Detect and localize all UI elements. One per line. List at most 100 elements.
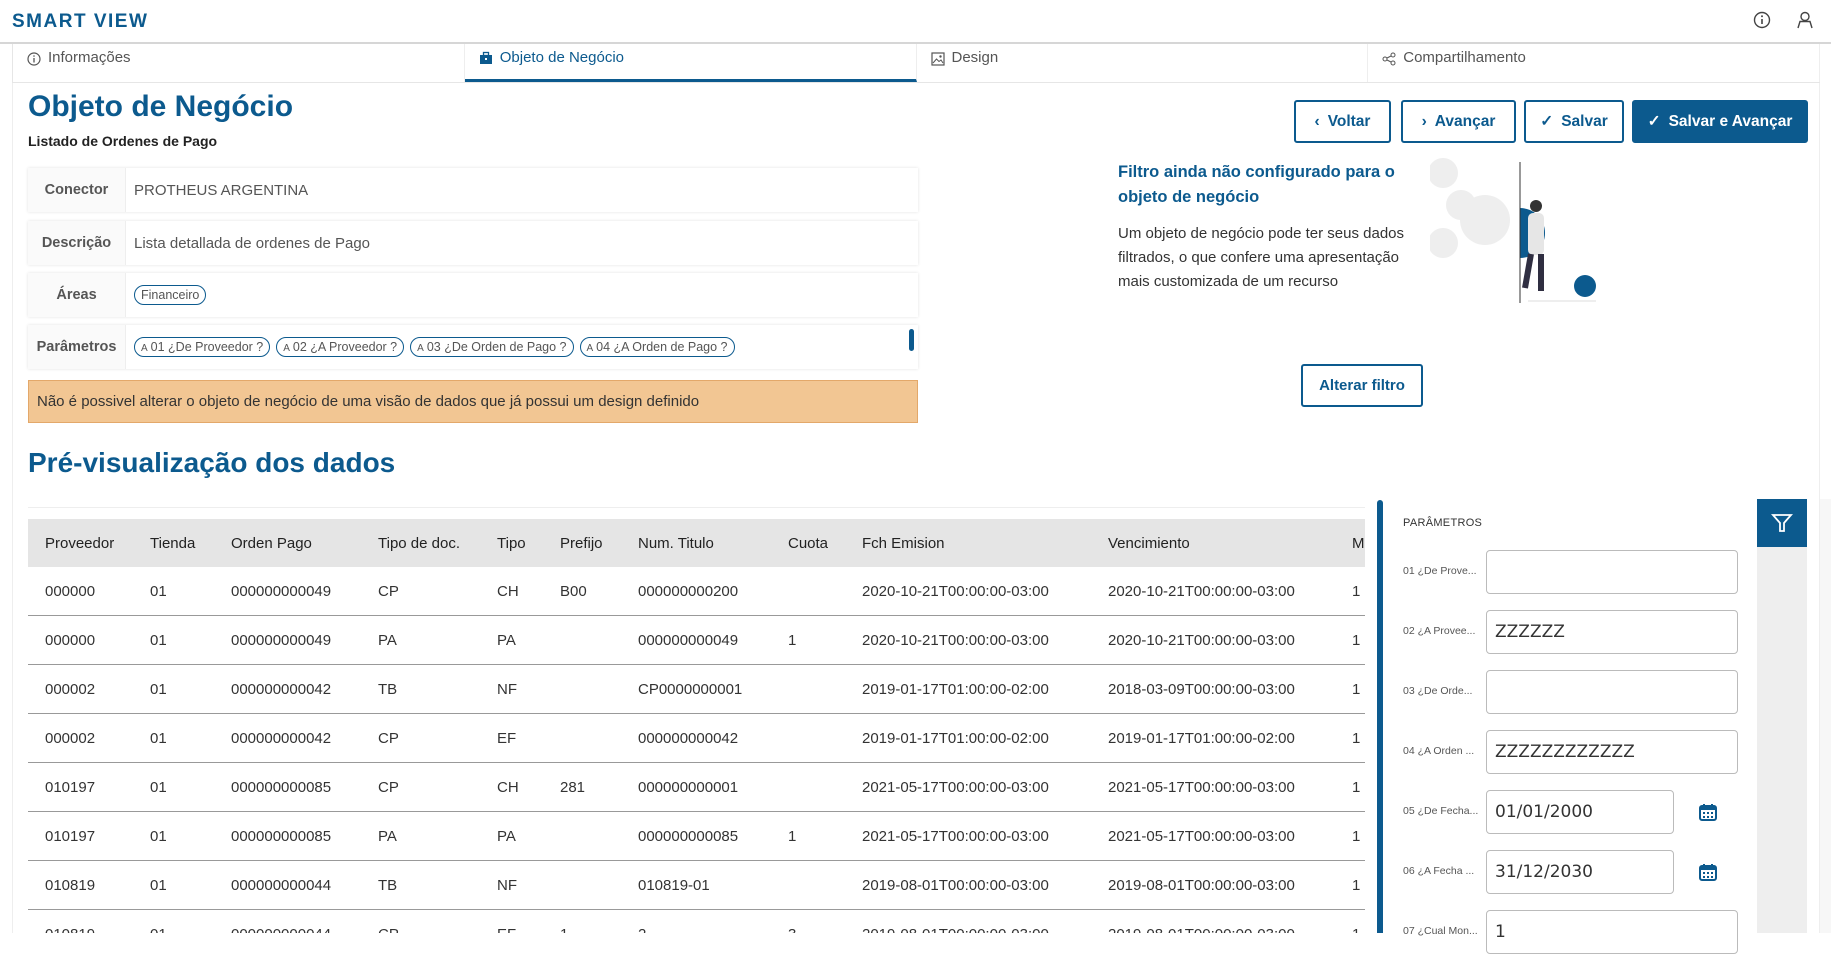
table-cell: EF	[497, 730, 517, 747]
table-cell: 000000000042	[231, 730, 332, 747]
table-row: 000000 01 000000000049 PA PA 000000000049 1 202…	[28, 616, 1365, 665]
change-filter-button[interactable]: Alterar filtro	[1301, 364, 1423, 407]
params-list: A 01 ¿De Proveedor ? A 02 ¿A Proveedor ? A…	[126, 325, 918, 369]
table-cell: 010819-01	[638, 877, 710, 894]
table-cell: PA	[378, 828, 397, 845]
table-row: 010197 01 000000000085 PA PA 000000000085 1 202…	[28, 812, 1365, 861]
table-cell: CH	[497, 779, 519, 796]
save-button[interactable]: ✓ Salvar	[1524, 100, 1624, 143]
table-cell: 1	[560, 926, 568, 933]
column-header[interactable]: Tipo	[497, 535, 526, 552]
table-cell: 000000000049	[638, 632, 739, 649]
table-cell: TB	[378, 681, 398, 698]
table-cell: 000000	[45, 632, 96, 649]
table-cell: B00	[560, 583, 587, 600]
table-cell: 000000000044	[231, 926, 331, 933]
filter-description: Um objeto de negócio pode ter seus dados…	[1118, 225, 1405, 290]
calendar-icon[interactable]	[1698, 862, 1718, 882]
table-cell: 3	[788, 926, 796, 933]
table-cell: 010197	[45, 779, 96, 796]
page-title: Objeto de Negócio	[28, 90, 294, 123]
text-type-icon: A	[141, 343, 148, 354]
params-label: Parâmetros	[28, 325, 126, 369]
table-row: 000002 01 000000000042 CP EF 000000000042 2019…	[28, 714, 1365, 763]
check-icon: ✓	[1647, 113, 1661, 130]
table-cell: 2020-10-21T00:00:00-03:00	[1108, 632, 1295, 649]
table-row: 010819 01 000000000044 CP EF 1 2 3 2019-08-01T00…	[28, 910, 1365, 933]
column-header[interactable]: M	[1352, 535, 1365, 552]
param-date-input[interactable]: 01/01/2000	[1486, 790, 1674, 834]
table-cell: 1	[1352, 730, 1361, 747]
wizard-tabs: Informações Objeto de Negócio Design Com…	[12, 44, 1820, 83]
areas-row: Áreas Financeiro	[28, 273, 918, 317]
table-cell: 1	[788, 632, 797, 649]
column-header[interactable]: Num. Titulo	[638, 535, 714, 552]
column-header[interactable]: Cuota	[788, 535, 829, 552]
tab-compartilhamento[interactable]: Compartilhamento	[1368, 44, 1820, 82]
param-input[interactable]: 1	[1486, 910, 1738, 954]
preview-title: Pré-visualização dos dados	[28, 447, 396, 478]
table-cell: 1	[1352, 632, 1361, 649]
param-chip-label: 03 ¿De Orden de Pago ?	[426, 340, 567, 354]
params-panel-title: PARÂMETROS	[1403, 517, 1483, 529]
table-cell: 01	[150, 730, 167, 747]
user-icon[interactable]	[1795, 10, 1815, 30]
param-field-label: 01 ¿De Prove...	[1403, 565, 1477, 577]
param-date-input[interactable]: 31/12/2030	[1486, 850, 1674, 894]
column-header[interactable]: Proveedor	[45, 535, 115, 552]
save-and-next-button[interactable]: ✓ Salvar e Avançar	[1632, 100, 1808, 143]
table-row: 010197 01 000000000085 CP CH 281 000000000001 2…	[28, 763, 1365, 812]
back-label: Voltar	[1327, 112, 1371, 130]
next-button[interactable]: › Avançar	[1401, 100, 1516, 143]
params-scrollbar[interactable]	[909, 329, 914, 351]
table-row: 000002 01 000000000042 TB NF CP0000000001 2019…	[28, 665, 1365, 714]
connector-value: PROTHEUS ARGENTINA	[134, 181, 309, 199]
param-field-label: 02 ¿A Provee...	[1403, 625, 1476, 637]
text-type-icon: A	[586, 343, 594, 354]
tab-label: Design	[951, 49, 999, 66]
preview-table: Proveedor Tienda Orden Pago Tipo de doc. Tip…	[28, 507, 1365, 933]
share-icon	[1382, 52, 1396, 66]
tab-label: Informações	[48, 49, 131, 66]
param-input[interactable]	[1486, 550, 1738, 594]
info-icon[interactable]	[1752, 10, 1772, 30]
table-cell: 000000000049	[231, 632, 332, 649]
area-chip: Financeiro	[134, 285, 207, 305]
description-row: Descrição Lista detallada de ordenes de P…	[28, 221, 918, 265]
table-row: 010819 01 000000000044 TB NF 010819-01 2019-08…	[28, 861, 1365, 910]
table-cell: 000000000085	[638, 828, 739, 845]
param-input[interactable]: ZZZZZZZZZZZZ	[1486, 730, 1738, 774]
back-button[interactable]: ‹ Voltar	[1294, 100, 1391, 143]
table-cell: CP	[378, 926, 399, 933]
table-cell: 2019-08-01T00:00:00-03:00	[1108, 877, 1295, 894]
calendar-icon[interactable]	[1698, 802, 1718, 822]
column-header[interactable]: Prefijo	[560, 535, 603, 552]
column-header[interactable]: Tipo de doc.	[378, 535, 460, 552]
column-header[interactable]: Orden Pago	[231, 535, 312, 552]
tab-objeto-de-negocio[interactable]: Objeto de Negócio	[464, 44, 917, 82]
param-chip-label: 01 ¿De Proveedor ?	[150, 340, 264, 354]
column-header[interactable]: Vencimiento	[1108, 535, 1190, 552]
table-cell: 01	[150, 828, 167, 845]
right-gutter	[1820, 499, 1831, 933]
table-cell: CH	[497, 583, 519, 600]
table-cell: 1	[1352, 681, 1361, 698]
tab-informacoes[interactable]: Informações	[13, 44, 465, 82]
param-input[interactable]	[1486, 670, 1738, 714]
table-cell: PA	[497, 632, 516, 649]
table-cell: 000002	[45, 730, 96, 747]
filter-toggle-button[interactable]	[1757, 499, 1807, 547]
param-field-label: 03 ¿De Orde...	[1403, 685, 1473, 697]
table-cell: 2019-08-01T00:00:00-03:00	[862, 877, 1049, 894]
tab-design[interactable]: Design	[917, 44, 1369, 82]
table-cell: 1	[788, 828, 797, 845]
filter-icon	[1771, 514, 1793, 532]
page-subtitle: Listado de Ordenes de Pago	[28, 133, 218, 149]
param-chip: A 03 ¿De Orden de Pago ?	[410, 337, 574, 357]
tab-label: Compartilhamento	[1403, 49, 1526, 66]
table-cell: 000000000044	[231, 877, 332, 894]
column-header[interactable]: Tienda	[150, 535, 196, 552]
column-header[interactable]: Fch Emision	[862, 535, 945, 552]
param-input[interactable]: ZZZZZZ	[1486, 610, 1738, 654]
table-cell: 2021-05-17T00:00:00-03:00	[862, 779, 1049, 796]
